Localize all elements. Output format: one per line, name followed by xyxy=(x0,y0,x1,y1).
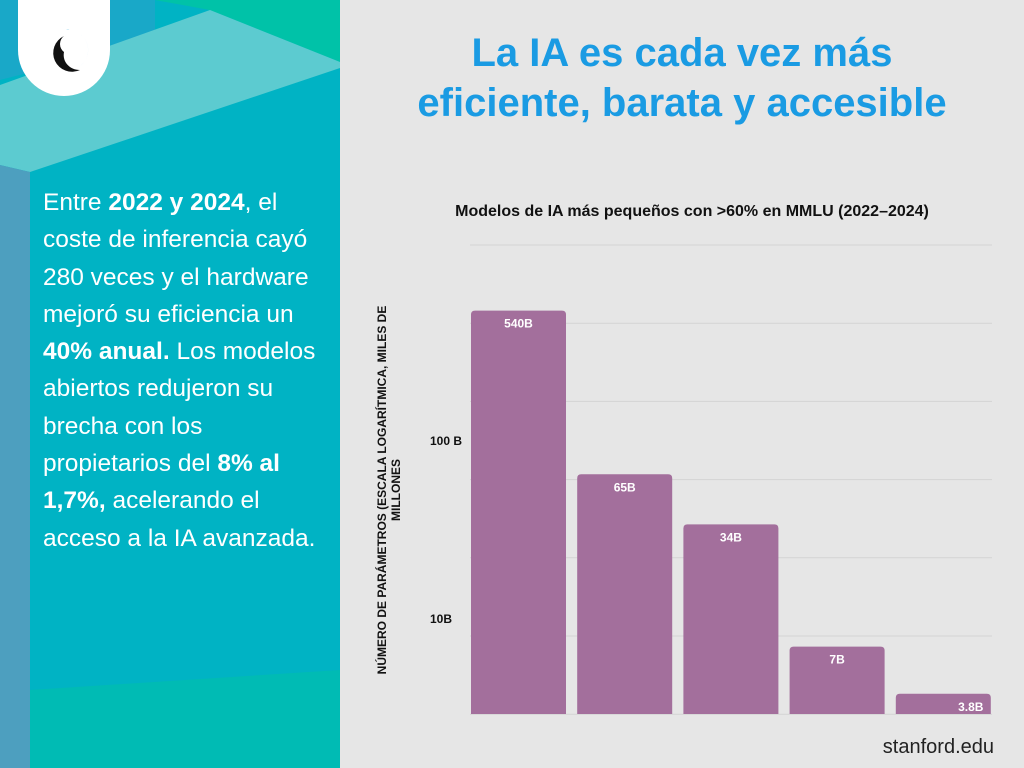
summary-part: acelerando el acceso a la IA avanzada. xyxy=(43,487,316,552)
bar-data-label: 34B xyxy=(720,530,742,544)
page-title: La IA es cada vez más eficiente, barata … xyxy=(340,28,1024,128)
bar-data-label: 3.8B xyxy=(958,700,984,714)
bar xyxy=(577,474,673,714)
chart-title: Modelos de IA más pequeños con >60% en M… xyxy=(455,203,929,220)
title-line-2: eficiente, barata y accesible xyxy=(417,81,947,125)
y-axis-label: NÚMERO DE PARÁMETROS (ESCALA LOGARÍTMICA… xyxy=(374,306,403,675)
source-label: stanford.edu xyxy=(882,736,994,758)
bar xyxy=(683,524,779,714)
y-tick-label: 100 B xyxy=(430,434,462,448)
bar-data-label: 7B xyxy=(829,653,845,667)
bar xyxy=(471,310,566,714)
logo xyxy=(18,0,110,96)
summary-part: Los modelos abiertos redujeron su brecha… xyxy=(43,338,316,478)
y-tick-label: 10B xyxy=(430,612,452,626)
bar xyxy=(895,693,991,714)
summary-part: 40% anual. xyxy=(43,338,170,366)
bar-data-label: 540B xyxy=(504,317,533,331)
bar-chart: Modelos de IA más pequeños con >60% en M… xyxy=(374,203,992,715)
summary-part: 8% al 1,7%, xyxy=(43,450,280,515)
left-panel: Entre 2022 y 2024, el coste de inferenci… xyxy=(0,0,340,768)
main-panel: La IA es cada vez más eficiente, barata … xyxy=(340,0,1024,768)
title-line-1: La IA es cada vez más xyxy=(471,31,893,75)
summary-text: Entre 2022 y 2024, el coste de inferenci… xyxy=(43,184,333,557)
bar xyxy=(789,646,885,714)
bar-data-label: 65B xyxy=(614,480,636,494)
summary-part: 2022 y 2024 xyxy=(108,189,245,216)
summary-part: , el coste de inferencia cayó 280 veces … xyxy=(43,189,309,328)
summary-part: Entre xyxy=(43,189,109,216)
